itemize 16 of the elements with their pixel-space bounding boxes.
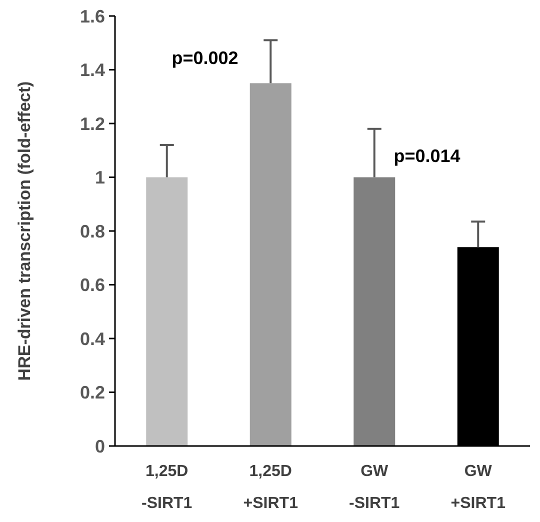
annotation: p=0.002 (172, 48, 238, 68)
y-tick-label: 1.6 (80, 6, 105, 26)
y-tick-label: 0.8 (80, 221, 105, 242)
y-tick-label: 1.2 (80, 114, 105, 134)
x-tick-label: 1,25D +SIRT1 (243, 463, 298, 512)
x-tick-label: 1,25D -SIRT1 (142, 463, 192, 512)
x-tick-label: GW +SIRT1 (450, 463, 506, 512)
y-tick-label: 0.6 (80, 275, 105, 296)
x-tick-label: GW -SIRT1 (349, 463, 400, 512)
y-axis-title: HRE-driven transcription (fold-effect) (15, 81, 34, 381)
annotation: p=0.014 (394, 146, 460, 166)
y-tick-label: 1 (94, 168, 105, 188)
y-tick-label: 0.4 (80, 328, 105, 349)
y-tick-label: 1.4 (80, 60, 105, 80)
y-tick-label: 0 (94, 436, 105, 456)
y-tick-label: 0.2 (80, 382, 105, 403)
